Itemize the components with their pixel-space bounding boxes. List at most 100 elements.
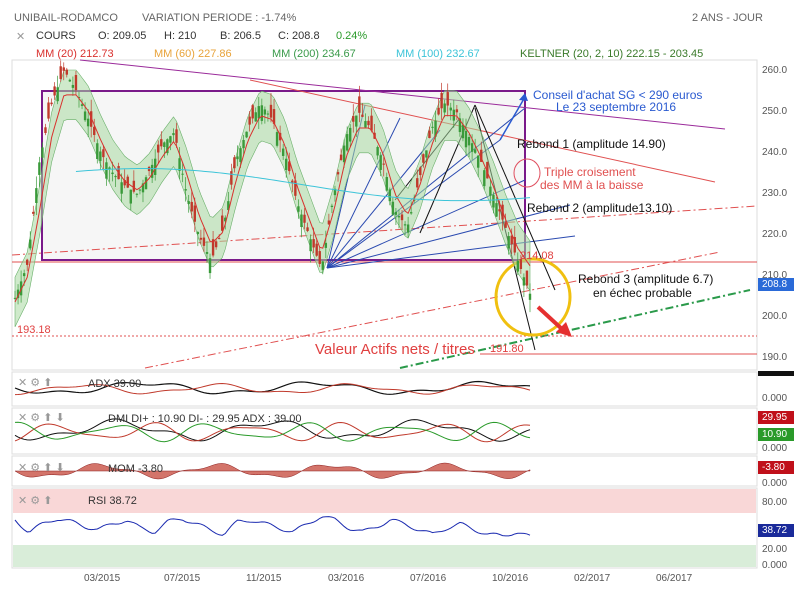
high-value: H: 210 bbox=[164, 30, 197, 42]
candle bbox=[114, 176, 117, 178]
candle bbox=[74, 75, 78, 91]
legend-mm100[interactable]: MM (100) 232.67 bbox=[396, 48, 480, 60]
legend-mm200[interactable]: MM (200) 234.67 bbox=[272, 48, 356, 60]
mom-tick: 0.000 bbox=[762, 478, 788, 489]
open-value: O: 209.05 bbox=[98, 30, 147, 42]
candle bbox=[446, 92, 449, 106]
candle bbox=[102, 149, 105, 158]
rsi-tick: 20.00 bbox=[762, 544, 788, 555]
candle bbox=[467, 137, 471, 146]
mom-close-icon[interactable]: ✕ ⚙ ⬆ ⬇ bbox=[18, 462, 65, 474]
dmi-tick: 0.000 bbox=[762, 443, 788, 454]
candle bbox=[260, 105, 264, 121]
candle bbox=[528, 293, 532, 300]
change-value: 0.24% bbox=[336, 30, 368, 42]
candle bbox=[242, 139, 245, 149]
legend-mm60[interactable]: MM (60) 227.86 bbox=[154, 48, 232, 60]
candle bbox=[59, 66, 62, 80]
adx-close-icon[interactable]: ✕ ⚙ ⬆ bbox=[18, 377, 53, 389]
rsi-panel bbox=[11, 487, 758, 569]
candle bbox=[318, 251, 321, 264]
period-label: 2 ANS - JOUR bbox=[692, 12, 763, 24]
annotation-anr-value: 191.80 bbox=[490, 343, 524, 355]
dmi-label: DMI DI+ : 10.90 DI- : 29.95 ADX : 39.00 bbox=[108, 413, 302, 425]
candle bbox=[367, 120, 370, 126]
x-tick: 07/2016 bbox=[410, 573, 447, 584]
candle bbox=[77, 97, 81, 99]
candle bbox=[160, 139, 163, 147]
dmi-tag-green-bg bbox=[758, 428, 794, 441]
candle bbox=[470, 143, 474, 152]
y-tick: 250.0 bbox=[762, 106, 788, 117]
candle bbox=[221, 215, 224, 231]
close-icon[interactable]: ✕ bbox=[16, 31, 26, 43]
rsi-tag: 38.72 bbox=[762, 525, 788, 536]
annotation-low: 193.18 bbox=[17, 324, 51, 336]
y-tick: 240.0 bbox=[762, 147, 788, 158]
candle bbox=[507, 236, 510, 249]
candle bbox=[108, 167, 111, 170]
candle bbox=[455, 109, 459, 113]
candle bbox=[169, 136, 172, 143]
candle bbox=[385, 177, 388, 191]
candle bbox=[513, 237, 516, 253]
candle bbox=[388, 189, 392, 202]
candle bbox=[492, 194, 495, 208]
dmi-tag-green: 10.90 bbox=[762, 429, 788, 440]
candle bbox=[382, 163, 385, 165]
legend-keltner[interactable]: KELTNER (20, 2, 10) 222.15 - 203.45 bbox=[520, 48, 704, 60]
adx-panel bbox=[11, 371, 758, 407]
candle bbox=[419, 167, 422, 176]
candle bbox=[339, 154, 343, 160]
candle bbox=[285, 158, 288, 171]
rebond3-circle bbox=[494, 257, 572, 337]
candle bbox=[361, 114, 364, 117]
y-tick: 220.0 bbox=[762, 229, 788, 240]
candle bbox=[364, 121, 367, 128]
candle bbox=[184, 189, 187, 191]
x-tick: 03/2016 bbox=[328, 573, 365, 584]
candle bbox=[473, 149, 477, 153]
mom-tag: -3.80 bbox=[762, 462, 785, 473]
down-arrow bbox=[536, 305, 565, 332]
dmi-close-icon[interactable]: ✕ ⚙ ⬆ ⬇ bbox=[18, 412, 65, 424]
candle bbox=[129, 189, 132, 204]
candle bbox=[141, 183, 145, 193]
candle bbox=[56, 87, 59, 102]
candle bbox=[153, 158, 157, 175]
candle bbox=[65, 69, 69, 75]
x-tick: 03/2015 bbox=[84, 573, 121, 584]
candle bbox=[144, 177, 148, 190]
legend-mm20[interactable]: MM (20) 212.73 bbox=[36, 48, 114, 60]
candle bbox=[300, 214, 303, 228]
candle bbox=[312, 239, 315, 248]
red-support-line bbox=[144, 251, 721, 369]
candle bbox=[214, 241, 218, 248]
candle bbox=[181, 173, 184, 175]
candle bbox=[248, 116, 251, 125]
candle bbox=[29, 239, 32, 249]
annotation-anr: Valeur Actifs nets / titres bbox=[315, 341, 475, 358]
mom-panel bbox=[11, 455, 758, 487]
candle bbox=[227, 201, 230, 211]
candle bbox=[157, 144, 160, 153]
symbol-title: UNIBAIL-RODAMCO bbox=[14, 12, 118, 24]
adx-tick: 0.000 bbox=[762, 393, 788, 404]
candle bbox=[422, 154, 425, 163]
candle bbox=[376, 147, 379, 156]
candle bbox=[321, 261, 324, 270]
candle bbox=[68, 79, 72, 82]
rsi-close-icon[interactable]: ✕ ⚙ ⬆ bbox=[18, 495, 53, 507]
candle bbox=[35, 188, 38, 204]
candle bbox=[275, 132, 279, 146]
candle bbox=[175, 129, 178, 143]
red-trendline-top bbox=[249, 79, 716, 183]
candle bbox=[89, 111, 93, 127]
candle bbox=[96, 143, 99, 160]
candle bbox=[120, 182, 123, 194]
dmi-tag-red-bg bbox=[758, 411, 794, 424]
candle bbox=[233, 157, 236, 169]
candle bbox=[178, 158, 181, 171]
candle bbox=[281, 148, 285, 156]
